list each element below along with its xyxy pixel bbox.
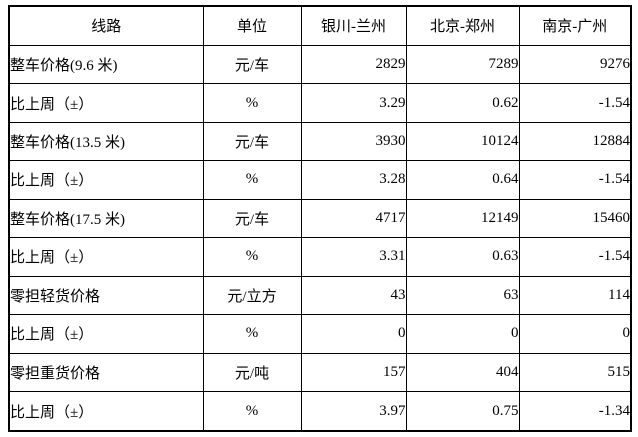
header-route: 线路	[8, 5, 204, 46]
row-unit: %	[202, 83, 302, 123]
cell-value: 404	[405, 352, 520, 393]
row-label: 零担重货价格	[8, 352, 204, 393]
table-row: 比上周（±） % 3.97 0.75 -1.34	[8, 391, 632, 432]
cell-value: -1.34	[518, 391, 632, 432]
row-label: 整车价格(13.5 米)	[8, 121, 204, 162]
cell-value: 0.63	[405, 237, 520, 277]
row-unit: 元/车	[202, 198, 302, 239]
cell-value: 515	[518, 352, 632, 393]
cell-value: 7289	[405, 44, 520, 85]
header-route-3: 南京-广州	[518, 5, 632, 46]
cell-value: 0.62	[405, 83, 520, 123]
row-unit: 元/立方	[202, 275, 302, 316]
row-label: 比上周（±）	[8, 391, 204, 432]
table-row: 比上周（±） % 3.29 0.62 -1.54	[8, 83, 632, 123]
row-label: 比上周（±）	[8, 160, 204, 200]
header-unit: 单位	[202, 5, 302, 46]
row-label: 整车价格(17.5 米)	[8, 198, 204, 239]
table-row: 整车价格(13.5 米) 元/车 3930 10124 12884	[8, 121, 632, 162]
cell-value: 43	[300, 275, 407, 316]
cell-value: 3930	[300, 121, 407, 162]
row-unit: %	[202, 391, 302, 432]
cell-value: 0.64	[405, 160, 520, 200]
cell-value: -1.54	[518, 237, 632, 277]
cell-value: 9276	[518, 44, 632, 85]
table-row: 零担重货价格 元/吨 157 404 515	[8, 352, 632, 393]
row-label: 整车价格(9.6 米)	[8, 44, 204, 85]
row-label: 零担轻货价格	[8, 275, 204, 316]
cell-value: 12884	[518, 121, 632, 162]
cell-value: 15460	[518, 198, 632, 239]
cell-value: 0	[300, 314, 407, 354]
cell-value: 0	[405, 314, 520, 354]
row-label: 比上周（±）	[8, 314, 204, 354]
row-unit: 元/车	[202, 44, 302, 85]
cell-value: 10124	[405, 121, 520, 162]
row-unit: %	[202, 314, 302, 354]
table-row: 比上周（±） % 3.28 0.64 -1.54	[8, 160, 632, 200]
freight-price-table: 线路 单位 银川-兰州 北京-郑州 南京-广州 整车价格(9.6 米) 元/车 …	[8, 5, 632, 432]
cell-value: 0	[518, 314, 632, 354]
table-header-row: 线路 单位 银川-兰州 北京-郑州 南京-广州	[8, 5, 632, 46]
row-unit: %	[202, 160, 302, 200]
cell-value: 157	[300, 352, 407, 393]
cell-value: 63	[405, 275, 520, 316]
cell-value: -1.54	[518, 160, 632, 200]
cell-value: 114	[518, 275, 632, 316]
cell-value: 3.31	[300, 237, 407, 277]
cell-value: 3.29	[300, 83, 407, 123]
table-row: 比上周（±） % 3.31 0.63 -1.54	[8, 237, 632, 277]
cell-value: 4717	[300, 198, 407, 239]
row-label: 比上周（±）	[8, 237, 204, 277]
row-unit: 元/车	[202, 121, 302, 162]
row-unit: 元/吨	[202, 352, 302, 393]
row-label: 比上周（±）	[8, 83, 204, 123]
cell-value: 3.28	[300, 160, 407, 200]
cell-value: 2829	[300, 44, 407, 85]
table-row: 零担轻货价格 元/立方 43 63 114	[8, 275, 632, 316]
cell-value: 12149	[405, 198, 520, 239]
cell-value: 0.75	[405, 391, 520, 432]
header-route-1: 银川-兰州	[300, 5, 407, 46]
table-row: 比上周（±） % 0 0 0	[8, 314, 632, 354]
cell-value: 3.97	[300, 391, 407, 432]
cell-value: -1.54	[518, 83, 632, 123]
table-row: 整车价格(17.5 米) 元/车 4717 12149 15460	[8, 198, 632, 239]
header-route-2: 北京-郑州	[405, 5, 520, 46]
row-unit: %	[202, 237, 302, 277]
table-row: 整车价格(9.6 米) 元/车 2829 7289 9276	[8, 44, 632, 85]
